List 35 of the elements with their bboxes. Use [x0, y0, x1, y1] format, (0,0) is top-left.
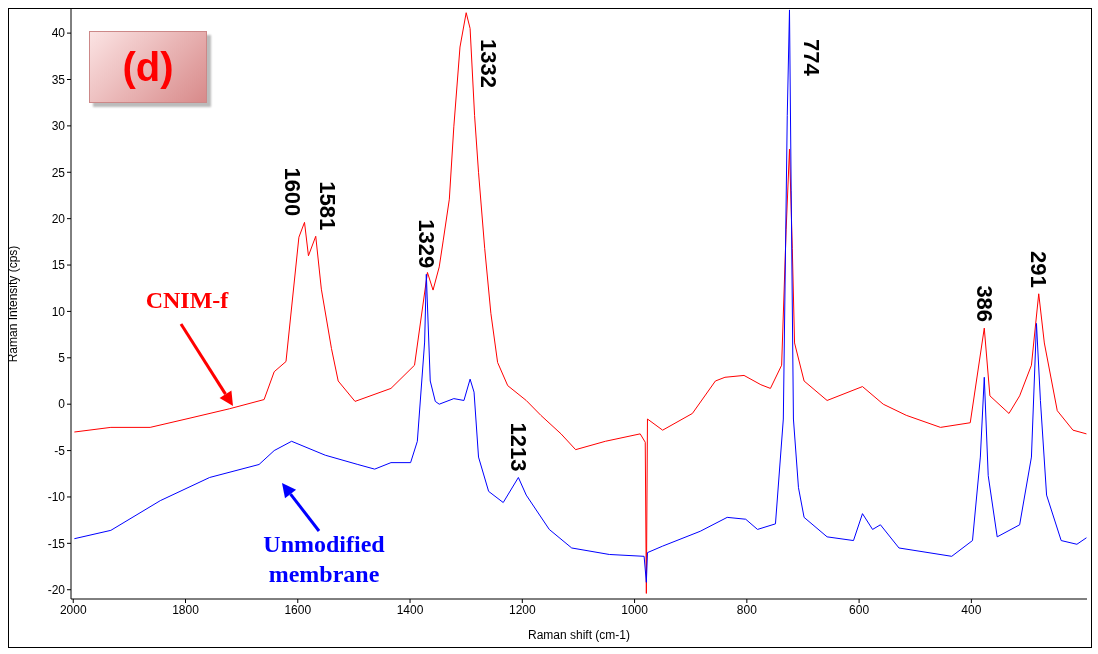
y-tick-label: -20 [47, 582, 66, 597]
y-tick-label: 40 [51, 26, 66, 41]
y-tick-label: 0 [58, 397, 66, 412]
annotation: 1581 [315, 181, 341, 231]
legend-label: Unmodified membrane [262, 530, 386, 589]
annotation: 1213 [505, 422, 531, 472]
y-tick-label: 20 [51, 211, 66, 226]
y-tick-label: 5 [58, 351, 66, 366]
x-tick-label: 1000 [621, 602, 649, 617]
x-axis-title: Raman shift (cm-1) [527, 628, 631, 642]
x-tick-label: 400 [961, 602, 982, 617]
x-tick-label: 2000 [59, 602, 87, 617]
y-axis-title: Raman Intensity (cps) [6, 245, 21, 363]
x-tick-label: 1200 [508, 602, 536, 617]
annotation: 1329 [413, 219, 439, 269]
x-tick-label: 1800 [172, 602, 200, 617]
y-tick-label: -15 [47, 536, 66, 551]
y-tick-label: 35 [51, 72, 66, 87]
annotation: 1600 [280, 167, 306, 217]
annotation: 1332 [475, 39, 501, 88]
annotation: 291 [1026, 251, 1052, 288]
y-tick-label: -5 [54, 443, 66, 458]
y-tick-label: 25 [51, 165, 66, 180]
y-tick-label: 15 [51, 258, 66, 273]
x-tick-label: 1400 [396, 602, 424, 617]
annotation: (d) [89, 31, 207, 103]
x-tick-label: 600 [849, 602, 870, 617]
annotation: 386 [971, 285, 997, 323]
annotation: 774 [799, 39, 824, 77]
y-tick-label: 30 [51, 119, 66, 134]
y-tick-label: 10 [51, 304, 66, 319]
x-tick-label: 1600 [284, 602, 312, 617]
x-tick-label: 800 [736, 602, 758, 617]
text: CNIM-f [144, 286, 230, 315]
y-tick-label: -10 [47, 490, 66, 505]
